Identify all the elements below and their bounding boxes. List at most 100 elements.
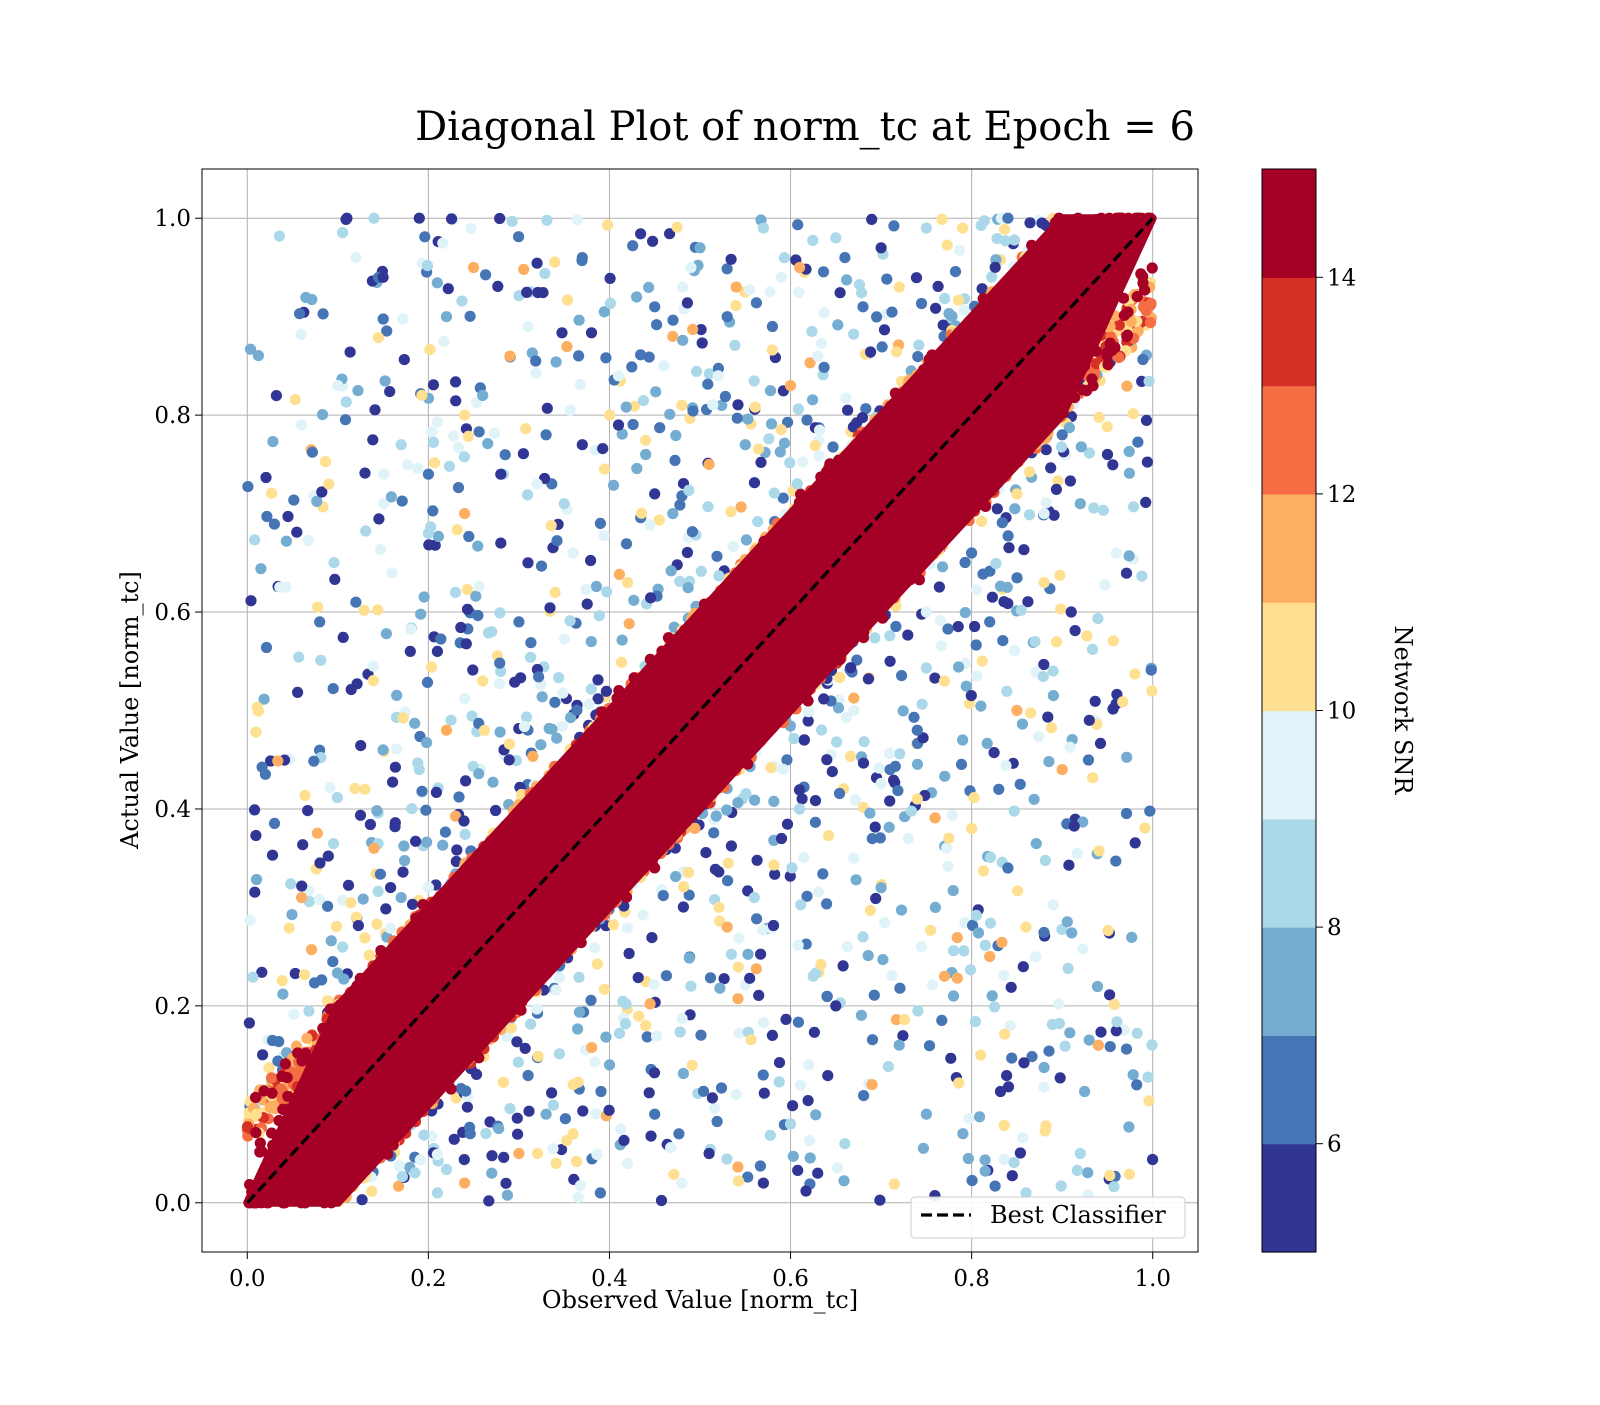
scatter-point (1038, 576, 1050, 589)
scatter-point (757, 924, 769, 936)
scatter-point (414, 1154, 426, 1166)
scatter-point (716, 740, 729, 752)
colorbar-tick-label: 8 (1327, 915, 1342, 941)
scatter-point (662, 632, 675, 644)
scatter-point (936, 1014, 948, 1026)
scatter-point (917, 1142, 930, 1154)
scatter-point (371, 805, 383, 817)
scatter-point (812, 886, 825, 898)
scatter-point (830, 1000, 842, 1012)
scatter-point (276, 1070, 288, 1082)
scatter-point (999, 235, 1012, 247)
scatter-point (793, 653, 805, 665)
scatter-point (1066, 927, 1078, 939)
scatter-point (1139, 284, 1151, 296)
scatter-point (884, 795, 896, 807)
scatter-point (711, 1115, 723, 1128)
scatter-point (792, 1016, 805, 1028)
scatter-point (806, 627, 819, 639)
scatter-point (1024, 217, 1036, 229)
scatter-point (1030, 418, 1042, 430)
scatter-point (975, 700, 987, 712)
scatter-point (392, 982, 404, 994)
scatter-point (604, 297, 617, 309)
scatter-point (681, 546, 694, 559)
scatter-point (762, 678, 774, 691)
scatter-point (329, 573, 341, 586)
scatter-point (695, 324, 707, 336)
scatter-point (312, 601, 324, 613)
scatter-point (389, 761, 401, 773)
colorbar-segment (1262, 602, 1316, 712)
scatter-point (422, 929, 434, 941)
scatter-point (1040, 444, 1052, 456)
scatter-point (372, 332, 384, 344)
scatter-point (863, 544, 875, 556)
scatter-point (902, 629, 914, 641)
scatter-point (294, 308, 306, 320)
scatter-point (1016, 718, 1028, 730)
scatter-point (735, 501, 747, 513)
scatter-point (958, 304, 970, 316)
scatter-point (380, 628, 392, 640)
scatter-point (291, 526, 303, 538)
scatter-point (445, 1083, 457, 1095)
scatter-point (1073, 274, 1085, 286)
scatter-point (549, 586, 561, 599)
scatter-point (397, 313, 409, 325)
scatter-point (1003, 456, 1015, 468)
scatter-point (499, 850, 511, 862)
scatter-point (725, 948, 738, 960)
scatter-point (260, 641, 273, 654)
scatter-point (597, 443, 609, 455)
scatter-point (545, 520, 557, 532)
scatter-point (908, 383, 920, 395)
scatter-point (823, 830, 835, 842)
scatter-point (338, 1110, 350, 1122)
scatter-point (357, 1013, 369, 1025)
scatter-point (660, 970, 673, 982)
scatter-point (431, 1148, 443, 1161)
scatter-point (1092, 319, 1104, 331)
scatter-point (1047, 899, 1059, 911)
scatter-point (1017, 961, 1029, 973)
scatter-point (384, 1055, 396, 1067)
scatter-point (1146, 262, 1158, 274)
scatter-point (1039, 854, 1051, 867)
scatter-point (679, 624, 691, 636)
scatter-point (908, 711, 920, 723)
scatter-point (697, 610, 710, 623)
scatter-point (984, 951, 996, 963)
scatter-point (645, 747, 657, 759)
scatter-point (905, 805, 918, 817)
scatter-point (784, 457, 796, 469)
colorbar-label: Network SNR (1389, 626, 1417, 796)
scatter-point (1014, 1147, 1026, 1159)
scatter-point (1142, 1071, 1154, 1083)
scatter-point (633, 1010, 645, 1022)
scatter-point (473, 859, 485, 871)
scatter-point (921, 491, 933, 503)
scatter-point (314, 616, 326, 628)
scatter-point (742, 1171, 754, 1183)
scatter-point (929, 812, 941, 824)
y-tick-label: 1.0 (154, 206, 191, 232)
scatter-point (888, 1178, 900, 1190)
scatter-point (840, 712, 853, 724)
scatter-point (317, 308, 329, 320)
scatter-point (1123, 445, 1135, 458)
scatter-point (694, 684, 707, 696)
scatter-point (797, 456, 809, 468)
scatter-point (881, 273, 893, 285)
plot-frame (201, 168, 1199, 1253)
scatter-point (431, 277, 443, 289)
scatter-point (877, 954, 889, 966)
scatter-point (870, 892, 882, 905)
scatter-point (365, 1050, 377, 1062)
scatter-point (421, 260, 434, 272)
scatter-point (764, 636, 776, 648)
scatter-point (428, 457, 441, 469)
scatter-point (841, 548, 853, 560)
scatter-point (598, 306, 610, 318)
scatter-point (832, 319, 844, 331)
